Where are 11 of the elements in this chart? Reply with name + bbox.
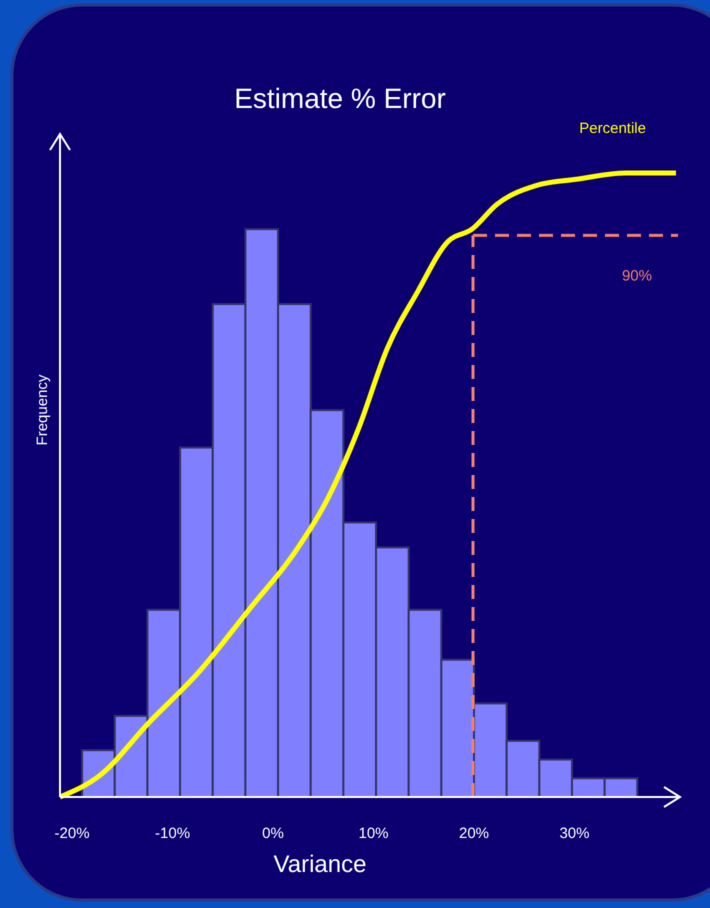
text: Percentile [579,120,646,137]
x-axis-title: Variance [274,851,366,878]
chart-title: Estimate % Error [234,83,446,114]
x-tick-label: 30% [559,825,590,842]
ref-line-label: 90% [622,267,652,284]
x-tick-label: 10% [358,825,389,842]
x-tick-label: 20% [458,825,490,842]
x-tick-label: -10% [155,825,190,842]
x-tick-label: -20% [54,825,90,842]
x-tick-label: 0% [262,825,284,842]
y-axis-title: Frequency [34,374,51,446]
